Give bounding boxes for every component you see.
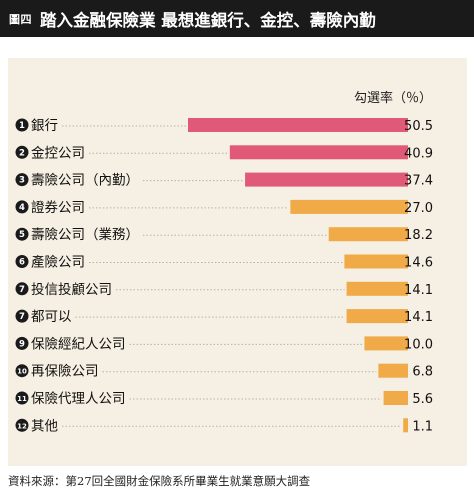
category-label: 再保險公司 (31, 364, 99, 380)
unit-label: 勾選率（％） (354, 90, 432, 106)
category-label: 證券公司 (31, 199, 85, 216)
rank-number: 2 (19, 148, 25, 158)
bar (328, 227, 408, 242)
category-label: 金控公司 (31, 145, 85, 161)
category-label: 其他 (31, 418, 58, 434)
bar (290, 199, 408, 214)
rank-badge (15, 255, 29, 268)
rank-badge (15, 227, 29, 241)
rank-badge (15, 391, 29, 405)
source-note: 資料來源：第27回全國財金保險系所畢業生就業意願大調查 (8, 474, 311, 488)
chart-panel: 勾選率（％） 1 銀行 50.5 2 金控公司 40.9 3 壽險公司（內勤） 37.4 4 證券公司… (8, 58, 467, 466)
rank-number: 5 (19, 230, 25, 240)
rank-number: 3 (19, 176, 25, 186)
bar (383, 391, 408, 405)
rank-badge (15, 173, 29, 187)
category-label: 保險代理人公司 (31, 391, 126, 407)
value-label: 37.4 (404, 174, 433, 189)
bar-chart: 勾選率（％） 1 銀行 50.5 2 金控公司 40.9 3 壽險公司（內勤） 37.4 4 證券公司… (15, 90, 433, 434)
rank-badge (15, 364, 29, 378)
category-label: 投信投顧公司 (31, 282, 112, 298)
category-label: 產險公司 (31, 254, 85, 271)
rank-badge (15, 309, 29, 323)
bar (344, 254, 408, 269)
rank-number: 9 (19, 339, 25, 349)
bar (378, 363, 408, 378)
value-label: 14.6 (404, 256, 433, 271)
rank-number: 1 (19, 121, 25, 131)
rank-badge (15, 118, 29, 132)
rank-number: 7 (19, 285, 25, 295)
chart-title: 踏入金融保險業 最想進銀行、金控、壽險內勤 (40, 10, 376, 30)
rank-number: 12 (17, 422, 27, 430)
bar (346, 281, 408, 296)
category-label: 壽險公司（內勤） (31, 173, 139, 189)
rank-number: 10 (17, 368, 27, 376)
value-label: 18.2 (404, 228, 433, 243)
value-label: 1.1 (412, 419, 433, 434)
bar (403, 418, 408, 433)
rank-badge (15, 282, 29, 296)
value-label: 50.5 (404, 119, 433, 134)
rank-number: 11 (17, 395, 27, 403)
bar (364, 336, 408, 351)
bar (188, 118, 408, 132)
rank-badge (15, 145, 29, 159)
value-label: 40.9 (404, 146, 433, 161)
value-label: 14.1 (404, 310, 433, 325)
bar (229, 145, 408, 160)
category-label: 都可以 (31, 309, 72, 325)
value-label: 27.0 (404, 201, 433, 216)
rank-number: 7 (19, 312, 25, 322)
bar (245, 172, 408, 187)
value-label: 10.0 (404, 337, 433, 352)
rank-badge (15, 336, 29, 350)
rank-number: 6 (19, 258, 25, 268)
value-label: 6.8 (412, 365, 433, 380)
bar (346, 309, 408, 324)
rank-badge (15, 418, 29, 432)
figure-header: 圖四 踏入金融保險業 最想進銀行、金控、壽險內勤 (0, 0, 474, 37)
category-label: 壽險公司（業務） (31, 227, 139, 243)
value-label: 14.1 (404, 283, 433, 298)
figure-label: 圖四 (9, 12, 32, 26)
rank-badge (15, 200, 29, 214)
category-label: 保險經紀人公司 (31, 336, 126, 352)
rank-number: 4 (19, 203, 25, 213)
category-label: 銀行 (31, 118, 58, 134)
value-label: 5.6 (412, 392, 433, 407)
